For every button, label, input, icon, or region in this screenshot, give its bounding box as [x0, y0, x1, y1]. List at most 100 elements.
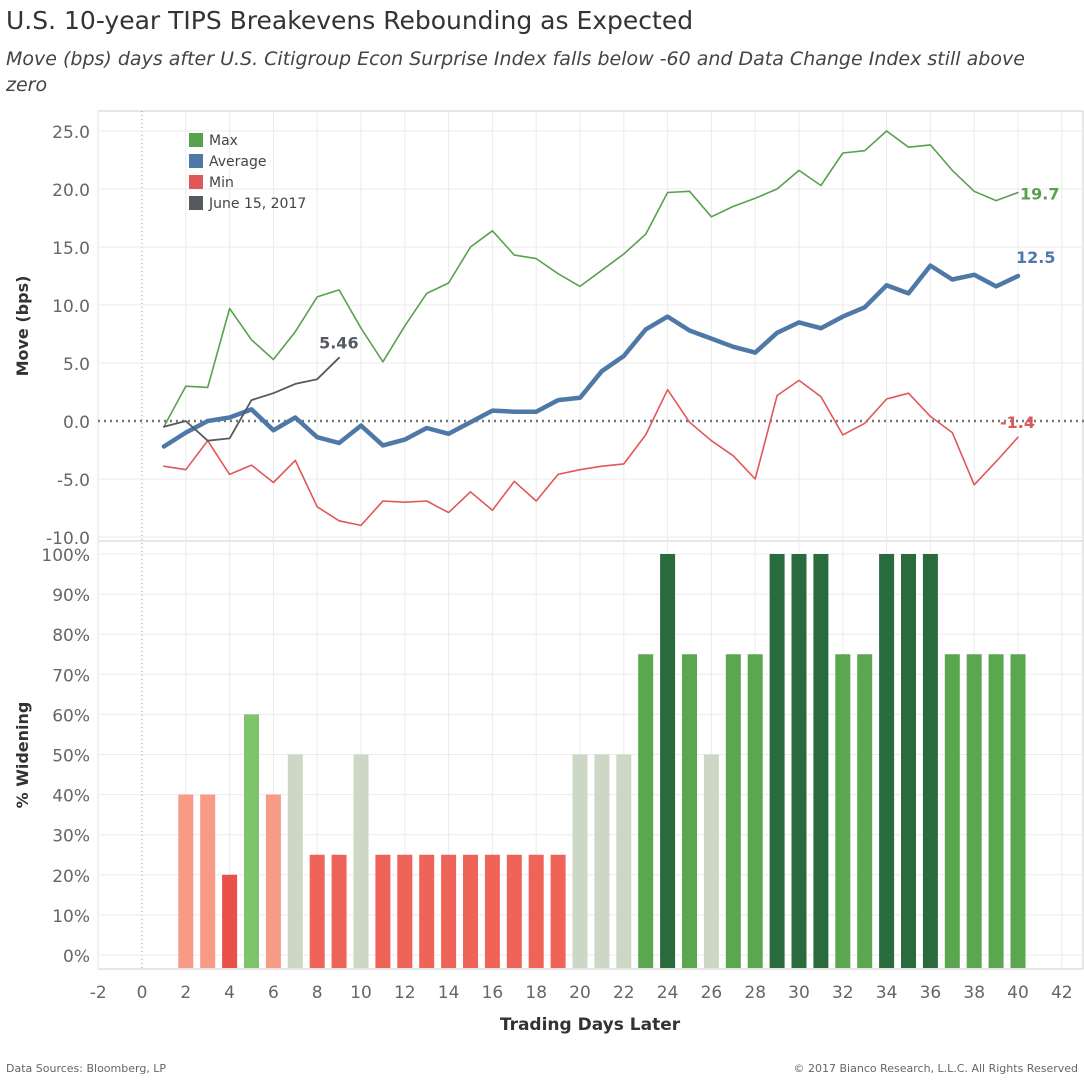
- y-tick-label-top: -5.0: [57, 471, 90, 491]
- x-tick-label: 6: [268, 983, 279, 1003]
- bar-day-18: [528, 854, 544, 968]
- data-source-note: Data Sources: Bloomberg, LP: [6, 1062, 167, 1075]
- y-tick-label-bottom: 100%: [41, 546, 90, 566]
- bar-day-22: [616, 754, 632, 968]
- bar-series: [178, 554, 1026, 968]
- line-max: [163, 130, 1019, 428]
- legend-swatch: [189, 196, 203, 210]
- bar-day-29: [769, 554, 785, 968]
- legend-label: Max: [209, 133, 238, 149]
- y-tick-label-top: 25.0: [52, 123, 90, 143]
- x-tick-label: 30: [788, 983, 810, 1003]
- bar-day-4: [222, 874, 238, 968]
- chart-canvas: 25.020.015.010.05.00.0-5.0-10.0100%90%80…: [13, 110, 1084, 1035]
- y-tick-label-top: 5.0: [63, 355, 90, 375]
- chart-title: U.S. 10-year TIPS Breakevens Rebounding …: [6, 6, 694, 35]
- bar-day-34: [879, 554, 895, 968]
- bar-day-31: [813, 554, 829, 968]
- line-min: [163, 379, 1019, 527]
- y-tick-label-top: 10.0: [52, 297, 90, 317]
- bar-day-2: [178, 794, 194, 968]
- bar-day-39: [988, 654, 1004, 968]
- bar-day-19: [550, 854, 566, 968]
- bar-day-6: [265, 794, 281, 968]
- bar-day-35: [901, 554, 916, 968]
- line-average: [161, 263, 1021, 449]
- bar-day-37: [944, 654, 960, 968]
- x-tick-label: 0: [137, 983, 148, 1003]
- x-tick-label: 18: [525, 983, 547, 1003]
- legend: Max Average Min June 15, 2017: [189, 133, 306, 212]
- y-tick-label-bottom: 20%: [52, 867, 90, 887]
- bar-day-13: [419, 854, 435, 968]
- top-panel-frame: [97, 110, 1084, 542]
- x-tick-label: 26: [701, 983, 723, 1003]
- x-tick-label: 36: [920, 983, 942, 1003]
- y-tick-label-bottom: 60%: [52, 706, 90, 726]
- bar-day-11: [375, 854, 391, 968]
- bar-day-16: [484, 854, 500, 968]
- line-june-15-2017: [162, 356, 341, 442]
- bar-day-27: [725, 654, 741, 968]
- bar-day-10: [353, 754, 369, 968]
- y-tick-label-bottom: 80%: [52, 626, 90, 646]
- bar-day-14: [441, 854, 457, 968]
- x-tick-label: 34: [876, 983, 898, 1003]
- y-tick-label-bottom: 50%: [52, 747, 90, 767]
- bar-day-12: [397, 854, 413, 968]
- bar-day-36: [922, 554, 938, 968]
- bar-day-21: [594, 754, 610, 968]
- legend-swatch: [189, 175, 203, 189]
- y-tick-label-bottom: 90%: [52, 586, 90, 606]
- bar-day-17: [506, 854, 522, 968]
- x-tick-label: 32: [832, 983, 854, 1003]
- bar-day-24: [660, 554, 676, 968]
- x-tick-label: 38: [963, 983, 985, 1003]
- y-tick-label-bottom: 0%: [63, 947, 90, 967]
- bar-day-8: [309, 854, 325, 968]
- x-tick-label: 16: [482, 983, 504, 1003]
- end-label-average: 12.5: [1016, 248, 1055, 267]
- x-tick-label: 12: [394, 983, 416, 1003]
- bar-day-28: [747, 654, 763, 968]
- bar-day-5: [244, 714, 259, 968]
- bar-day-9: [331, 854, 347, 968]
- y-tick-label-top: 0.0: [63, 413, 90, 433]
- x-tick-label: 40: [1007, 983, 1029, 1003]
- x-axis-title: Trading Days Later: [500, 1015, 681, 1035]
- chart-labels: 25.020.015.010.05.00.0-5.0-10.0100%90%80…: [13, 123, 1073, 1035]
- x-tick-label: 2: [180, 983, 191, 1003]
- end-label-max: 19.7: [1020, 184, 1059, 203]
- x-tick-label: 14: [438, 983, 460, 1003]
- x-tick-label: 22: [613, 983, 635, 1003]
- bar-day-32: [835, 654, 851, 968]
- chart-subtitle: Move (bps) days after U.S. Citigroup Eco…: [6, 48, 1025, 96]
- bar-day-20: [572, 754, 588, 968]
- x-tick-label: 20: [569, 983, 591, 1003]
- bar-day-33: [857, 654, 873, 968]
- bar-day-38: [966, 654, 982, 968]
- bar-day-25: [682, 654, 697, 968]
- bar-day-40: [1010, 654, 1026, 968]
- bar-day-15: [463, 854, 478, 968]
- x-tick-label: 24: [657, 983, 679, 1003]
- legend-label: Average: [209, 154, 267, 170]
- x-tick-label: 4: [224, 983, 235, 1003]
- legend-swatch: [189, 133, 203, 147]
- bar-day-30: [791, 554, 807, 968]
- bar-day-26: [703, 754, 719, 968]
- x-tick-label: 28: [744, 983, 766, 1003]
- x-tick-label: 10: [350, 983, 372, 1003]
- y-tick-label-bottom: 40%: [52, 787, 90, 807]
- y-tick-label-bottom: 70%: [52, 666, 90, 686]
- end-label-june-15-2017: 5.46: [319, 334, 358, 353]
- legend-label: Min: [209, 175, 234, 191]
- line-series: [161, 130, 1021, 527]
- end-label-min: -1.4: [1000, 413, 1035, 432]
- bar-day-23: [638, 654, 654, 968]
- y-axis-title-top: Move (bps): [13, 276, 32, 377]
- y-tick-label-top: 20.0: [52, 181, 90, 201]
- copyright-note: © 2017 Bianco Research, L.L.C. All Right…: [793, 1062, 1078, 1075]
- x-tick-label: -2: [90, 983, 107, 1003]
- y-tick-label-bottom: 10%: [52, 907, 90, 927]
